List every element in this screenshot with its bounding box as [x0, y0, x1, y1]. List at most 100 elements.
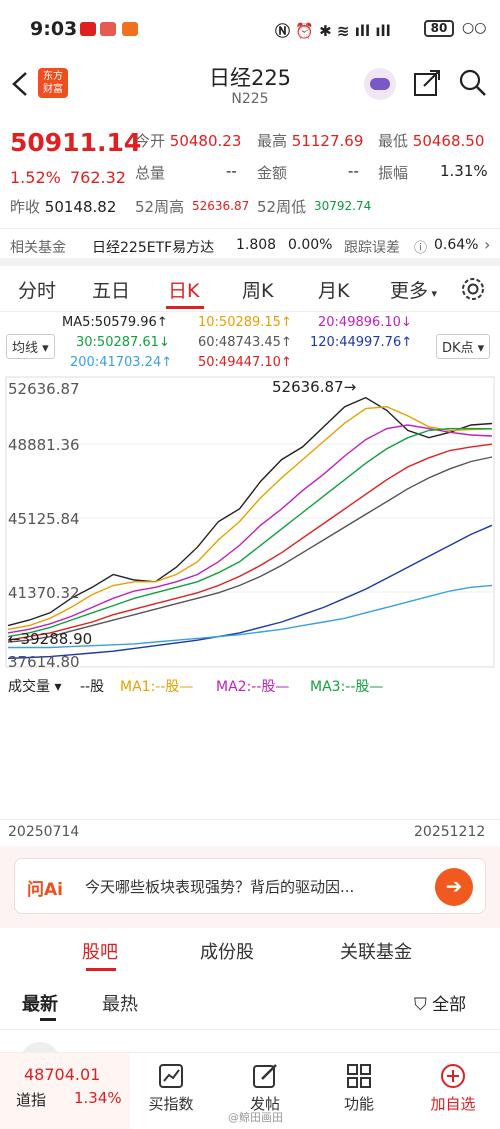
- edit-pencil-icon: [253, 1064, 277, 1088]
- post-button[interactable]: 发帖: [230, 1063, 300, 1114]
- ai-query-box[interactable]: 问Ai 今天哪些板块表现强势？背后的驱动因... ➔: [14, 858, 486, 914]
- ma-select-dropdown[interactable]: 均线 ▾: [6, 334, 55, 359]
- share-icon[interactable]: [412, 68, 442, 98]
- section-tabs: 股吧 成份股 关联基金: [0, 928, 500, 980]
- ma-line-10: [7, 405, 493, 630]
- ma-line-200: [8, 584, 493, 649]
- min-price-label: ←39288.90: [8, 630, 92, 648]
- y-tick-label: 52636.87: [8, 380, 80, 398]
- dk-point-dropdown[interactable]: DK点 ▾: [436, 334, 491, 359]
- volume-label: 总量: [135, 164, 166, 182]
- search-icon[interactable]: [458, 68, 488, 98]
- volume-value: --: [226, 162, 237, 180]
- volume-unit: --股: [80, 679, 105, 695]
- buy-index-button[interactable]: 买指数: [136, 1063, 206, 1114]
- sort-latest[interactable]: 最新: [22, 994, 58, 1015]
- tab-five-day[interactable]: 五日: [92, 280, 131, 302]
- vol-ma2: MA2:--股—: [216, 679, 290, 695]
- volume-select-label: 成交量: [8, 679, 50, 695]
- wk52-low-label: 52周低: [257, 198, 307, 216]
- min-price-value: 39288.90: [21, 630, 93, 648]
- filter-button[interactable]: ⛉ 全部: [414, 990, 466, 1015]
- add-watchlist-label: 加自选: [430, 1095, 476, 1113]
- assistant-avatar-icon[interactable]: [364, 68, 396, 100]
- ma10-value: 10:50289.15↑: [198, 315, 292, 330]
- post-label: 发帖: [249, 1095, 280, 1113]
- high-price: 最高 51127.69: [257, 130, 363, 151]
- chart-trend-icon: [159, 1064, 183, 1088]
- bottom-nav: 48704.01 道指 1.34% 买指数 发帖 功能 加自选 @鲸田画田: [0, 1052, 500, 1129]
- volume-select-dropdown[interactable]: 成交量 ▾: [8, 679, 62, 695]
- help-icon[interactable]: ⓘ: [414, 241, 428, 256]
- nfc-icon: Ⓝ ⏰ ✱ ≋ ıll ıll: [275, 22, 391, 40]
- high-label: 最高: [257, 132, 288, 150]
- status-time: 9:03: [30, 18, 78, 40]
- ma30-value: 30:50287.61↓: [76, 335, 170, 350]
- buy-index-label: 买指数: [148, 1095, 194, 1113]
- fund-name[interactable]: 日经225ETF易方达: [92, 240, 215, 256]
- news-app-icon: [80, 22, 96, 36]
- ma-select-label: 均线: [12, 341, 39, 356]
- tab-more[interactable]: 更多 ▾: [390, 276, 437, 303]
- functions-label: 功能: [343, 1095, 374, 1113]
- page-title: 日经225: [208, 66, 292, 90]
- ai-logo: 问Ai: [27, 880, 63, 900]
- tracking-error-label: 跟踪误差: [344, 240, 400, 256]
- index-ticker[interactable]: 48704.01 道指 1.34%: [0, 1053, 130, 1129]
- x-start-date: 20250714: [8, 824, 80, 840]
- amplitude-value: 1.31%: [440, 162, 488, 180]
- tab-constituents[interactable]: 成份股: [200, 942, 254, 963]
- functions-button[interactable]: 功能: [324, 1063, 394, 1114]
- related-fund-bar[interactable]: 相关基金 日经225ETF易方达 1.808 0.00% 跟踪误差 ⓘ 0.64…: [0, 228, 500, 266]
- logo-text-2: 财富: [43, 84, 63, 95]
- weibo-app-icon: [100, 22, 116, 36]
- vol-ma3: MA3:--股—: [310, 679, 384, 695]
- battery-icon: 80: [424, 20, 454, 37]
- ma-line-MA5: [7, 396, 493, 627]
- amplitude-label: 振幅: [378, 164, 409, 182]
- fund-price: 1.808: [236, 237, 277, 253]
- ai-send-arrow-icon[interactable]: ➔: [435, 868, 473, 906]
- sort-hot[interactable]: 最热: [102, 994, 138, 1015]
- max-price-value: 52636.87: [272, 378, 344, 396]
- prev-close: 昨收 50148.82: [10, 196, 116, 217]
- settings-gear-icon[interactable]: [460, 276, 486, 302]
- low-price: 最低 50468.50: [378, 130, 484, 151]
- high-value: 51127.69: [291, 132, 364, 150]
- open-label: 今开: [135, 132, 166, 150]
- caret-down-icon: ▾: [428, 287, 438, 300]
- chevron-right-icon[interactable]: ›: [484, 235, 491, 254]
- tab-monthly-k[interactable]: 月K: [318, 280, 350, 302]
- tab-weekly-k[interactable]: 周K: [242, 280, 274, 302]
- ai-section: 问Ai 今天哪些板块表现强势？背后的驱动因... ➔: [0, 846, 500, 928]
- active-tab-indicator: [166, 306, 204, 309]
- fund-section-label: 相关基金: [10, 240, 66, 256]
- sort-indicator: [40, 1018, 56, 1021]
- ai-prompt-text: 今天哪些板块表现强势？背后的驱动因...: [85, 878, 355, 896]
- k-line-chart[interactable]: 52636.87 48881.36 45125.84 41370.32 3761…: [0, 376, 500, 670]
- tab-more-label: 更多: [390, 280, 429, 302]
- tracking-error-value: 0.64%: [434, 237, 479, 253]
- y-tick-label: 45125.84: [8, 510, 80, 528]
- ma-line-60: [7, 456, 493, 643]
- add-watchlist-button[interactable]: 加自选: [418, 1063, 488, 1114]
- vol-ma1: MA1:--股—: [120, 679, 194, 695]
- amount-value: --: [348, 162, 359, 180]
- tab-daily-k[interactable]: 日K: [168, 280, 200, 302]
- status-bar: 9:03 Ⓝ ⏰ ✱ ≋ ıll ıll 80 ○○: [0, 0, 500, 58]
- logo-text-1: 东方: [43, 71, 63, 82]
- max-price-label: 52636.87→: [272, 378, 356, 396]
- change-percent: 1.52%: [10, 168, 61, 187]
- ma-line-20: [7, 424, 493, 634]
- y-tick-label: 41370.32: [8, 584, 80, 602]
- filter-label: 全部: [432, 995, 467, 1015]
- tab-related-funds[interactable]: 关联基金: [340, 942, 412, 963]
- wk52-high-value: 52636.87: [192, 199, 250, 213]
- ma60-value: 60:48743.45↑: [198, 335, 292, 350]
- ticker-price: 48704.01: [24, 1065, 101, 1084]
- tab-intraday[interactable]: 分时: [18, 280, 57, 302]
- ma20-value: 20:49896.10↓: [318, 315, 412, 330]
- quote-panel: 50911.14 1.52% 762.32 昨收 50148.82 今开 504…: [0, 120, 500, 228]
- tab-stock-forum[interactable]: 股吧: [82, 942, 118, 963]
- back-icon[interactable]: [10, 70, 30, 98]
